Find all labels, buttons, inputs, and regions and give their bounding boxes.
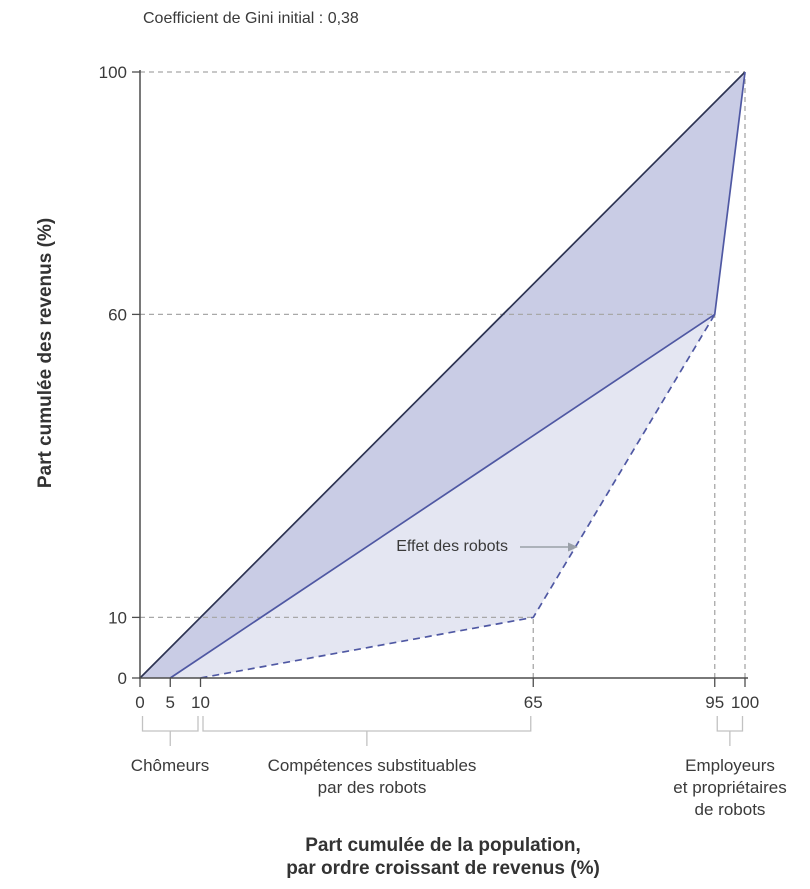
group-label-employers: Employeurs et propriétaires de robots	[673, 755, 786, 821]
group-label-employers-line2: et propriétaires	[673, 778, 787, 797]
group-label-substitutable-line2: par des robots	[317, 778, 427, 797]
y-tick-label-100: 100	[99, 63, 127, 82]
x-axis-title-line1: Part cumulée de la population,	[305, 835, 581, 856]
y-tick-label-60: 60	[108, 305, 127, 324]
x-tick-label-0: 0	[135, 693, 144, 712]
x-tick-label-65: 65	[524, 693, 543, 712]
group-label-employers-line3: de robots	[694, 800, 766, 819]
y-tick-label-10: 10	[108, 608, 127, 627]
group-label-substitutable: Compétences substituables par des robots	[268, 755, 477, 799]
bracket-2	[716, 716, 744, 746]
x-tick-label-100: 100	[731, 693, 759, 712]
x-tick-label-5: 5	[166, 693, 175, 712]
series-courbe-lorenz-initiale-gini-0,38	[169, 71, 746, 679]
bracket-0	[141, 716, 199, 746]
group-label-substitutable-line1: Compétences substituables	[267, 756, 477, 775]
bracket-1	[202, 716, 532, 746]
series-courbe-lorenz-apres-effet-des-robots	[200, 313, 716, 679]
group-label-unemployed: Chômeurs	[130, 756, 210, 775]
gini-coefficient-title: Coefficient de Gini initial : 0,38	[143, 10, 359, 27]
y-axis-title: Part cumulée des revenus (%)	[35, 217, 56, 489]
robot-effect-arrow-head	[568, 542, 578, 552]
robot-effect-annotation: Effet des robots	[396, 538, 508, 555]
group-label-employers-line1: Employeurs	[685, 756, 775, 775]
x-axis-title-line2: par ordre croissant de revenus (%)	[286, 858, 600, 879]
x-tick-label-95: 95	[705, 693, 724, 712]
x-tick-label-10: 10	[191, 693, 210, 712]
series-ligne-egalite-parfaite	[139, 71, 746, 679]
x-axis-title: Part cumulée de la population, par ordre…	[286, 834, 600, 880]
y-tick-label-0: 0	[118, 669, 127, 688]
